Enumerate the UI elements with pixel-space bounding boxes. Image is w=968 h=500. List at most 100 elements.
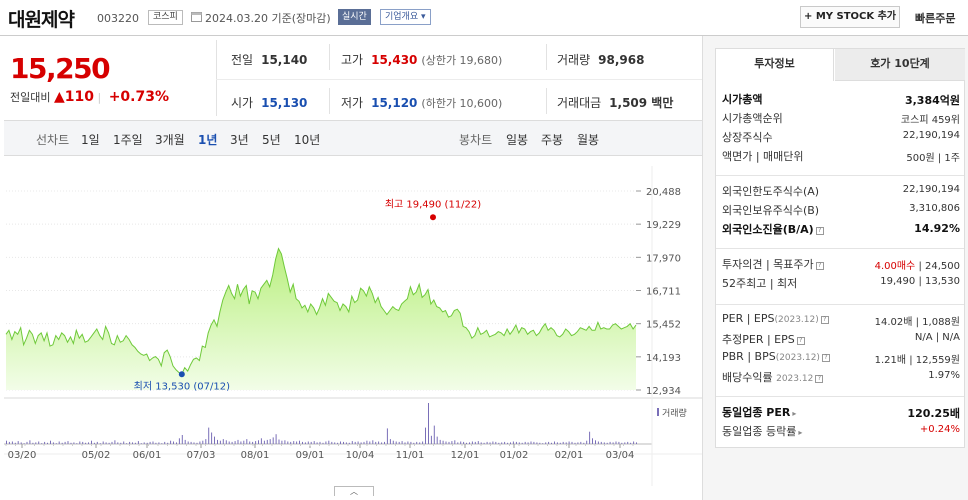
tab-daily-candle[interactable]: 일봉: [506, 133, 529, 147]
low-marker: [178, 371, 185, 378]
volume-bar: [67, 441, 69, 444]
volume-bar: [134, 442, 136, 444]
volume-bar: [401, 441, 403, 444]
volume-bar: [384, 441, 385, 444]
volume-bar: [231, 441, 233, 444]
calendar-icon: [191, 12, 202, 22]
volume-bar: [425, 427, 426, 444]
volume-bar: [123, 441, 125, 444]
volume-bar: [255, 441, 257, 444]
help-icon[interactable]: ?: [796, 337, 805, 345]
company-overview-button[interactable]: 기업개요 ▾: [380, 9, 431, 25]
volume-bar: [99, 443, 101, 444]
volume-bar: [360, 442, 362, 444]
volume-bar: [489, 442, 491, 444]
volume-bar: [61, 442, 63, 444]
volume-bar: [448, 441, 450, 444]
volume-bar: [178, 438, 180, 444]
quick-order-link[interactable]: 빠른주문: [915, 12, 956, 25]
market-badge: 코스피: [148, 10, 183, 25]
line-chart-label: 선차트: [36, 133, 70, 147]
stock-code: 003220: [97, 12, 139, 25]
volume-bar: [310, 441, 312, 444]
tab-3month[interactable]: 3개월: [155, 133, 185, 147]
price-area: [6, 248, 636, 390]
volume-bar: [47, 442, 48, 444]
help-icon[interactable]: ?: [815, 227, 824, 235]
tab-3year[interactable]: 3년: [230, 133, 249, 147]
tab-10year[interactable]: 10년: [294, 133, 321, 147]
y-tick-label: 20,488: [646, 187, 681, 198]
tab-1day[interactable]: 1일: [81, 133, 100, 147]
realtime-badge[interactable]: 실시간: [338, 9, 371, 25]
volume-bar: [313, 441, 315, 444]
volume-bar: [214, 436, 215, 444]
volume-bar: [530, 441, 532, 444]
volume-bar: [583, 442, 585, 444]
volume-bar: [445, 441, 447, 444]
help-icon[interactable]: ?: [821, 354, 830, 362]
volume-bar: [55, 443, 57, 444]
volume-bar: [586, 440, 588, 444]
tab-weekly-candle[interactable]: 주봉: [541, 133, 564, 147]
add-mystock-button[interactable]: + MY STOCK 추가: [800, 6, 900, 28]
foreign-ratio-row: 외국인소진율(B/A)? 14.92%: [722, 222, 960, 236]
tab-orderbook[interactable]: 호가 10단계: [835, 49, 965, 81]
volume-bar: [501, 442, 503, 444]
volume-bar: [260, 438, 262, 444]
volume-bar: [571, 441, 573, 444]
volume-bar: [392, 440, 394, 444]
invest-info-box: 투자정보 호가 10단계 시가총액 3,384억원 시가총액순위 코스피 459…: [715, 48, 965, 448]
volume-bar: [621, 442, 623, 444]
volume-bar: [363, 441, 365, 444]
volume-bar: [73, 442, 75, 444]
price-chart[interactable]: 20,488 19,229 17,970 16,711 15,452 14,193 12,9…: [0, 156, 702, 486]
volume-bar: [600, 441, 602, 444]
price-change: 전일대비 ▲110 | +0.73%: [10, 89, 170, 105]
tab-1year[interactable]: 1년: [198, 133, 218, 147]
prev-close: 전일 15,140: [231, 53, 308, 67]
industry-rate-row[interactable]: 동일업종 등락률 ▸ +0.24%: [722, 424, 960, 438]
volume-bar: [515, 441, 517, 444]
par-value-row: 액면가 | 매매단위 500원 | 1주: [722, 150, 960, 164]
help-icon[interactable]: ?: [815, 375, 824, 383]
chevron-down-icon: ▾: [418, 12, 426, 22]
y-tick-label: 16,711: [646, 287, 681, 298]
volume-bar: [249, 441, 251, 444]
volume-bar: [536, 442, 538, 444]
volume-bar: [187, 441, 189, 444]
tab-monthly-candle[interactable]: 월봉: [577, 133, 600, 147]
change-percent: +0.73%: [108, 89, 170, 105]
foreign-hold-row: 외국인보유주식수(B) 3,310,806: [722, 203, 960, 217]
high-annotation: 최고 19,490 (11/22): [385, 198, 481, 210]
company-name: 대원제약: [8, 9, 75, 31]
help-icon[interactable]: ?: [820, 316, 829, 324]
low-annotation: 최저 13,530 (07/12): [134, 380, 230, 392]
tab-5year[interactable]: 5년: [262, 133, 281, 147]
volume-bar: [422, 441, 424, 444]
help-icon[interactable]: ?: [815, 262, 824, 270]
market-cap-rank-row: 시가총액순위 코스피 459위: [722, 112, 960, 126]
industry-per-row[interactable]: 동일업종 PER ▸ 120.25배: [722, 406, 960, 420]
collapse-button[interactable]: ︿: [334, 486, 374, 496]
volume-bar: [325, 441, 327, 444]
volume-bar: [108, 442, 110, 444]
tab-1week[interactable]: 1주일: [113, 133, 143, 147]
x-tick-label: 03/20: [8, 450, 37, 461]
volume-bar: [319, 441, 321, 444]
divider: [329, 44, 330, 70]
volume-bar: [624, 442, 626, 444]
divider: [716, 304, 964, 305]
volume-bar: [240, 441, 242, 444]
chevron-right-icon: ▸: [792, 409, 797, 418]
volume-bar: [91, 440, 92, 444]
tab-invest-info[interactable]: 투자정보: [716, 49, 834, 81]
candle-chart-label: 봉차트: [459, 133, 493, 147]
volume-bar: [35, 442, 37, 444]
volume-bar: [20, 442, 22, 444]
volume-bar: [293, 441, 295, 444]
volume-bar: [193, 442, 195, 444]
volume-bar: [105, 442, 107, 444]
volume-bar: [442, 440, 444, 444]
volume-bar: [287, 441, 289, 444]
